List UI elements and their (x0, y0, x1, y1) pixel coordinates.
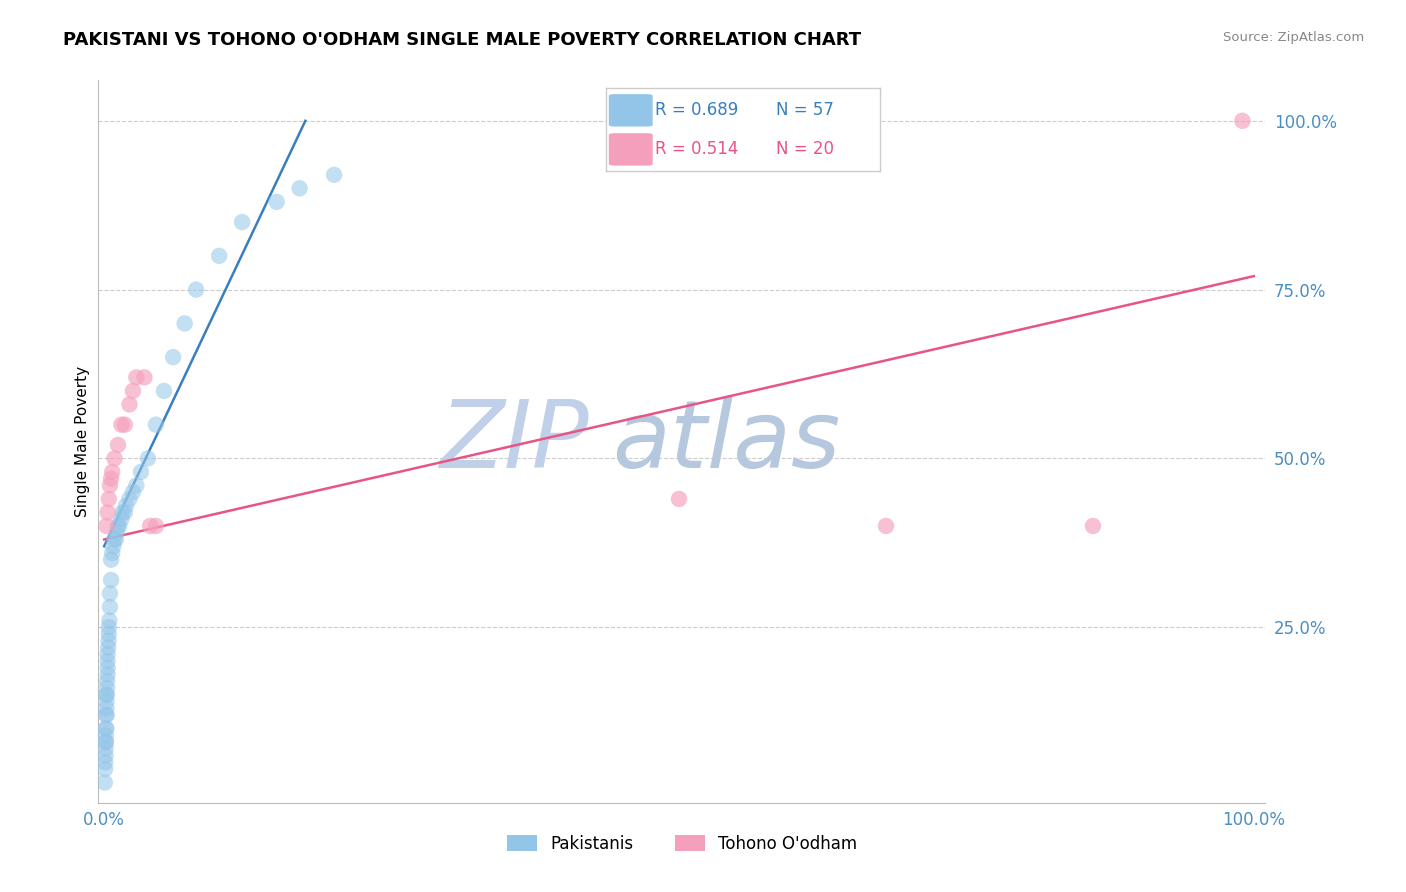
Point (96, 674, 118, 689)
Point (97, 667, 120, 681)
Point (94, 735, 117, 749)
Point (118, 491, 141, 506)
Point (94, 762, 117, 776)
Point (110, 512, 132, 526)
Point (125, 370, 148, 384)
Text: Source: ZipAtlas.com: Source: ZipAtlas.com (1223, 31, 1364, 45)
Point (96, 701, 118, 715)
Point (1081, 519, 1104, 533)
Point (96, 708, 118, 723)
Point (94, 722, 117, 736)
Point (94, 756, 117, 770)
Point (186, 283, 208, 297)
Point (97, 654, 120, 668)
Point (100, 472, 122, 486)
Point (134, 370, 156, 384)
Point (103, 451, 125, 466)
Text: ZIP: ZIP (439, 396, 589, 487)
Point (103, 539, 125, 553)
Text: atlas: atlas (612, 396, 841, 487)
Point (114, 505, 136, 519)
Point (97, 633, 120, 648)
Point (107, 438, 129, 452)
Point (97, 505, 120, 519)
Point (98, 614, 121, 628)
Point (145, 417, 167, 432)
Point (94, 735, 117, 749)
Point (114, 417, 136, 432)
Point (96, 708, 118, 723)
Point (145, 519, 167, 533)
Point (110, 417, 132, 432)
Point (100, 573, 122, 587)
Point (98, 478, 121, 492)
Point (94, 748, 117, 763)
Legend: Pakistanis, Tohono O'odham: Pakistanis, Tohono O'odham (501, 828, 863, 860)
Point (323, 168, 346, 182)
Point (288, 181, 311, 195)
Point (105, 525, 128, 540)
Point (96, 688, 118, 702)
Point (96, 694, 118, 708)
Point (122, 384, 145, 398)
Point (97, 627, 120, 641)
Point (108, 519, 131, 533)
Point (97, 620, 120, 634)
Point (231, 215, 253, 229)
Point (97, 647, 120, 661)
Point (100, 552, 122, 566)
Point (208, 249, 231, 263)
Point (93, 775, 115, 789)
Point (97, 491, 120, 506)
Point (139, 519, 162, 533)
Point (129, 465, 152, 479)
Point (96, 688, 118, 702)
Point (111, 505, 134, 519)
Point (98, 586, 121, 600)
Point (875, 519, 897, 533)
Point (153, 384, 176, 398)
Point (94, 722, 117, 736)
Text: PAKISTANI VS TOHONO O'ODHAM SINGLE MALE POVERTY CORRELATION CHART: PAKISTANI VS TOHONO O'ODHAM SINGLE MALE … (63, 31, 862, 49)
Point (96, 519, 118, 533)
Y-axis label: Single Male Poverty: Single Male Poverty (75, 366, 90, 517)
Point (107, 519, 129, 533)
Point (122, 485, 145, 500)
Point (1232, 113, 1254, 128)
Point (162, 350, 184, 364)
Point (94, 741, 117, 756)
Point (266, 194, 288, 209)
Point (104, 533, 127, 547)
Point (98, 599, 121, 614)
Point (668, 491, 690, 506)
Point (103, 533, 125, 547)
Point (173, 317, 195, 331)
Point (118, 397, 141, 411)
Point (136, 451, 159, 466)
Point (94, 728, 117, 742)
Point (97, 661, 120, 675)
Point (115, 499, 138, 513)
Point (101, 465, 124, 479)
Point (97, 640, 120, 655)
Point (101, 546, 124, 560)
Point (96, 681, 118, 695)
Point (125, 478, 148, 492)
